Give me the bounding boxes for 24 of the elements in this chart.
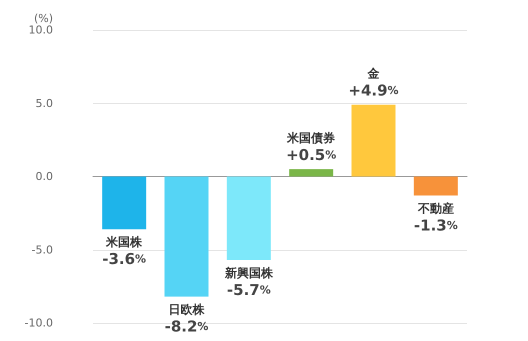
y-tick-label: 10.0 bbox=[28, 24, 53, 36]
data-label: +0.5% bbox=[286, 146, 336, 164]
y-tick-label: 0.0 bbox=[36, 170, 53, 183]
bar bbox=[414, 176, 458, 196]
y-tick-label: -5.0 bbox=[32, 243, 53, 256]
x-tick-label: 米国株 bbox=[105, 235, 144, 250]
x-tick-label: 不動産 bbox=[416, 202, 454, 216]
data-label: -5.7% bbox=[226, 281, 271, 300]
data-label: -1.3% bbox=[414, 216, 458, 235]
y-tick-label: -10.0 bbox=[24, 316, 53, 330]
bar bbox=[352, 104, 396, 176]
data-label: -8.2% bbox=[164, 318, 208, 336]
bar bbox=[102, 176, 146, 230]
y-axis-title: (%) bbox=[34, 12, 53, 25]
data-label: -3.6% bbox=[102, 250, 146, 268]
bar bbox=[164, 176, 208, 297]
x-tick-label: 金 bbox=[366, 66, 380, 81]
x-tick-label: 日欧株 bbox=[168, 302, 206, 317]
data-label: +4.9% bbox=[348, 82, 399, 100]
x-tick-label: 新興国株 bbox=[224, 266, 274, 280]
y-tick-label: 5.0 bbox=[36, 96, 53, 110]
bar bbox=[289, 169, 334, 176]
x-tick-label: 米国債券 bbox=[286, 131, 336, 146]
bar bbox=[226, 176, 271, 260]
